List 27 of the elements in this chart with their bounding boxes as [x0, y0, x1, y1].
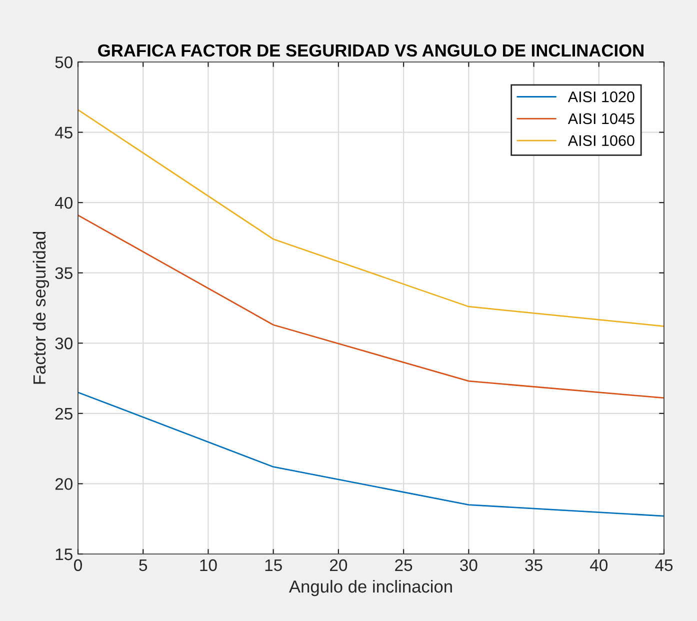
x-tick-label: 15	[265, 559, 282, 572]
legend-label: AISI 1060	[568, 135, 634, 146]
x-tick-label: 0	[74, 559, 82, 572]
y-tick-label: 45	[54, 126, 72, 138]
y-tick-label: 20	[55, 478, 72, 490]
line-series	[78, 392, 664, 517]
x-tick-label: 25	[395, 559, 412, 572]
x-tick-label: 35	[525, 559, 542, 572]
x-tick-label: 30	[460, 559, 478, 572]
y-tick-label: 15	[56, 548, 72, 560]
line-series	[78, 109, 664, 327]
y-tick-label: 35	[55, 267, 72, 280]
legend-label: AISI 1020	[568, 91, 634, 102]
y-tick-label: 40	[54, 196, 72, 209]
legend-label: AISI 1045	[568, 113, 634, 124]
x-tick-label: 10	[200, 559, 217, 572]
x-tick-label: 5	[139, 559, 148, 572]
x-tick-label: 40	[590, 559, 608, 572]
line-series	[78, 214, 664, 399]
x-axis-title: Angulo de inclinacion	[289, 580, 452, 596]
chart-title: GRAFICA FACTOR DE SEGURIDAD VS ANGULO DE INCLINACION	[98, 44, 644, 57]
x-tick-label: 45	[655, 559, 673, 572]
y-axis-title: Factor de seguridad	[32, 232, 50, 384]
y-tick-label: 30	[55, 338, 72, 350]
y-tick-label: 50	[55, 56, 72, 68]
x-tick-label: 20	[330, 559, 348, 572]
y-tick-label: 25	[55, 408, 72, 420]
